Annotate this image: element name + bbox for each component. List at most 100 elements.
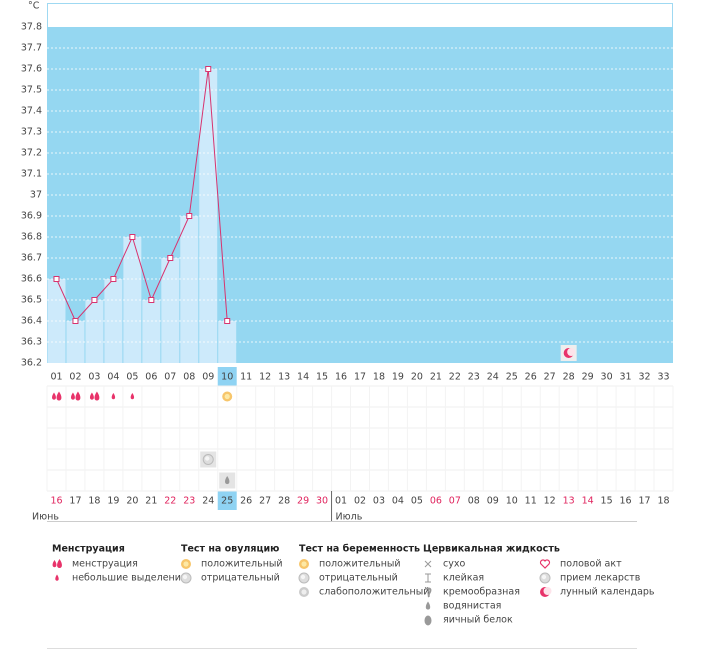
legend-title: Менструация (52, 544, 125, 555)
drop (56, 391, 62, 401)
cycle-day-label: 04 (107, 372, 119, 383)
date-label: 18 (657, 496, 669, 507)
date-label: 21 (145, 496, 157, 507)
legend-label: лунный календарь (560, 587, 655, 598)
date-label: 08 (468, 496, 480, 507)
temperature-point (167, 255, 174, 261)
y-tick-label: 37.4 (21, 106, 42, 117)
date-label: 01 (335, 496, 347, 507)
date-label: 20 (126, 496, 138, 507)
temperature-point (72, 318, 79, 324)
icon-smalldrop (111, 393, 116, 400)
date-label: 25 (221, 496, 233, 507)
date-label: 28 (278, 496, 290, 507)
date-label: 06 (430, 496, 442, 507)
icon-pregpos (299, 559, 309, 569)
core (541, 574, 547, 580)
temperature-point (129, 234, 136, 240)
drop (425, 601, 431, 610)
icon-drop (71, 391, 81, 401)
cycle-day-label: 16 (335, 372, 347, 383)
icon-drop (52, 391, 62, 401)
temperature-point (224, 318, 231, 324)
icon-ovneg (180, 572, 192, 584)
y-tick-label: 36.4 (21, 316, 42, 327)
icon-dry (424, 560, 432, 568)
y-tick-label: 37.3 (21, 127, 42, 138)
icon-pill (202, 454, 214, 465)
date-label: 29 (297, 496, 309, 507)
cycle-day-label: 07 (164, 372, 176, 383)
date-label: 10 (506, 496, 518, 507)
y-tick-label: 37.2 (21, 148, 42, 159)
cycle-day-label: 30 (601, 372, 613, 383)
core (301, 589, 307, 595)
egg (424, 615, 432, 626)
date-label: 24 (202, 496, 214, 507)
cycle-day-label: 28 (563, 372, 575, 383)
core (300, 574, 306, 580)
moon-cut (543, 587, 552, 595)
cycle-day-label: 26 (525, 372, 537, 383)
temperature-point (148, 297, 155, 303)
cycle-day-label: 14 (297, 372, 309, 383)
cycle-day-label: 27 (544, 372, 556, 383)
moon-cut (567, 348, 576, 356)
icon-ovpos (222, 391, 233, 402)
cycle-day-label: 29 (582, 372, 594, 383)
cycle-day-label: 02 (69, 372, 81, 383)
date-label: 19 (107, 496, 119, 507)
swirl (424, 587, 432, 598)
date-label: 23 (183, 496, 195, 507)
date-label: 16 (620, 496, 632, 507)
icon-pregweak (299, 587, 309, 597)
drop (94, 391, 100, 401)
legend-label: половой акт (560, 559, 622, 570)
legend-label: яичный белок (443, 615, 513, 626)
icon-watery (225, 476, 230, 485)
cycle-day-label: 03 (88, 372, 100, 383)
temperature-point (205, 66, 212, 72)
date-label: 26 (240, 496, 252, 507)
core (224, 393, 230, 400)
legend-label: прием лекарств (560, 573, 641, 584)
y-tick-label: 37.6 (21, 64, 42, 75)
core (182, 574, 188, 580)
y-tick-label: 36.6 (21, 274, 42, 285)
cycle-day-label: 09 (202, 372, 214, 383)
legend-label: клейкая (443, 573, 484, 584)
date-label: 11 (525, 496, 537, 507)
icon-sticky (425, 573, 431, 583)
legend-label: отрицательный (201, 573, 280, 584)
y-tick-label: 37.8 (21, 22, 42, 33)
icon-egg (424, 615, 432, 626)
temperature-point (91, 297, 98, 303)
date-label: 12 (544, 496, 556, 507)
today-highlight (217, 367, 237, 386)
drop (130, 393, 135, 400)
date-label: 03 (373, 496, 385, 507)
cycle-day-label: 31 (620, 372, 632, 383)
cycle-day-label: 24 (487, 372, 499, 383)
date-label: 15 (601, 496, 613, 507)
temperature-bar (85, 300, 104, 363)
cycle-day-label: 13 (278, 372, 290, 383)
cycle-day-label: 11 (240, 372, 252, 383)
heart (539, 559, 551, 569)
legend-label: положительный (201, 559, 283, 570)
legend-title: Цервикальная жидкость (423, 544, 560, 555)
cycle-day-label: 21 (430, 372, 442, 383)
date-label: 18 (88, 496, 100, 507)
cycle-day-label: 06 (145, 372, 157, 383)
cycle-day-label: 25 (506, 372, 518, 383)
drop (52, 560, 57, 568)
date-label: 13 (563, 496, 575, 507)
cycle-day-label: 01 (50, 372, 62, 383)
date-label: 27 (259, 496, 271, 507)
cycle-day-label: 32 (638, 372, 650, 383)
legend-title: Тест на овуляцию (181, 544, 279, 555)
temperature-bar (180, 216, 199, 363)
cycle-day-label: 08 (183, 372, 195, 383)
